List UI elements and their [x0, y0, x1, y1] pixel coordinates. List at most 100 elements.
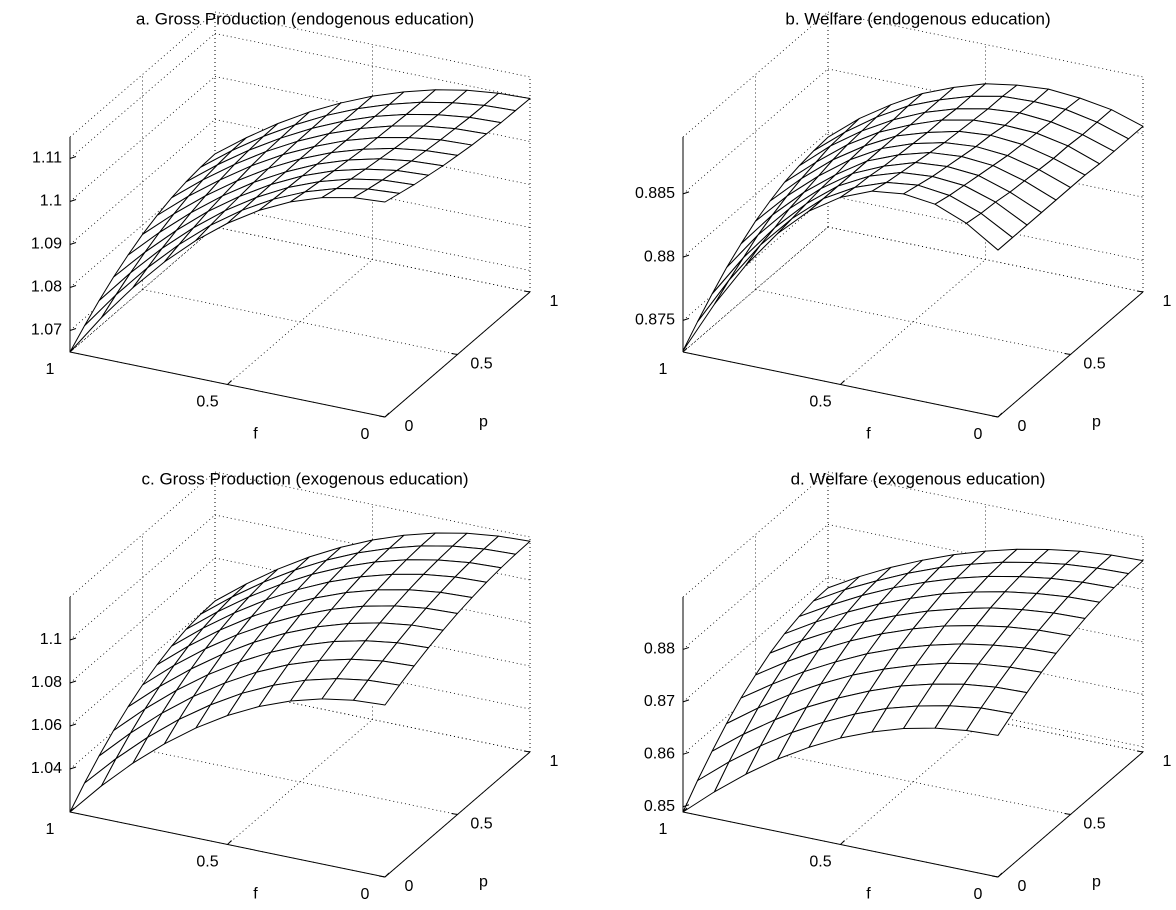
z-tick	[69, 156, 77, 159]
z-tick-label: 1.11	[32, 150, 62, 167]
x-tick	[227, 380, 232, 385]
x-tick	[682, 347, 688, 353]
surface-cell	[966, 707, 1013, 736]
z-tick	[69, 285, 77, 288]
box-edge	[69, 471, 216, 598]
x-axis-label: f	[253, 426, 258, 443]
y-tick-label: 1	[1163, 753, 1172, 770]
box-edge	[827, 11, 1144, 78]
y-tick	[523, 750, 531, 753]
surface-cell	[353, 679, 400, 706]
grid-line	[142, 749, 458, 815]
y-tick	[1064, 353, 1071, 355]
y-tick	[1064, 813, 1071, 815]
grid-line	[682, 195, 829, 321]
y-tick	[451, 353, 458, 355]
grid-line	[214, 205, 531, 271]
y-tick	[1136, 290, 1144, 293]
z-tick	[69, 766, 77, 770]
x-axis-label: f	[866, 426, 871, 443]
chart-title: b. Welfare (endogenous education)	[785, 9, 1050, 28]
z-tick-label: 1.07	[31, 322, 62, 339]
box-edge	[69, 11, 216, 138]
chart-title: c. Gross Production (exogenous education…	[142, 469, 469, 488]
x-tick-label: 0.5	[809, 854, 831, 871]
x-tick	[682, 807, 688, 813]
x-tick	[840, 380, 845, 385]
box-edge	[827, 471, 1144, 538]
z-tick	[682, 317, 690, 321]
x-tick-label: 0	[361, 886, 370, 903]
y-tick	[991, 875, 999, 878]
y-axis-label: p	[1092, 414, 1101, 431]
y-axis-label: p	[479, 874, 488, 891]
x-tick	[227, 840, 232, 845]
y-tick	[991, 415, 999, 418]
x-tick-label: 0.5	[809, 394, 831, 411]
z-tick-label: 0.88	[644, 248, 675, 265]
y-tick-label: 1	[1163, 293, 1172, 310]
x-tick	[997, 412, 1003, 418]
x-tick-label: 1	[659, 821, 668, 838]
z-tick-label: 1.08	[31, 279, 62, 296]
z-tick	[682, 254, 690, 258]
x-tick	[840, 840, 845, 845]
z-tick-label: 0.85	[644, 798, 675, 815]
x-tick-label: 0.5	[196, 854, 218, 871]
z-tick-label: 0.86	[644, 746, 675, 763]
z-tick	[69, 328, 77, 331]
z-tick-label: 0.875	[635, 312, 675, 329]
z-tick	[69, 680, 77, 684]
z-tick	[682, 699, 690, 703]
surface-cell	[84, 272, 131, 327]
z-tick	[682, 804, 690, 808]
y-tick-label: 1	[550, 753, 559, 770]
y-tick-label: 0	[405, 418, 414, 435]
x-tick-label: 0.5	[196, 394, 218, 411]
z-tick	[682, 751, 690, 755]
surface-cell	[711, 234, 759, 295]
grid-line	[755, 749, 1071, 815]
box-edge	[214, 11, 531, 78]
z-tick-label: 1.04	[31, 760, 62, 777]
y-tick-label: 0.5	[1083, 816, 1105, 833]
z-tick	[69, 637, 77, 641]
x-tick-label: 1	[46, 821, 55, 838]
y-tick	[378, 875, 386, 878]
z-tick	[682, 191, 690, 195]
x-tick-label: 0	[974, 886, 983, 903]
z-tick-label: 0.88	[644, 641, 675, 658]
x-tick	[997, 872, 1003, 878]
y-tick-label: 0	[1018, 418, 1027, 435]
grid-line	[142, 289, 458, 355]
z-tick-label: 0.885	[635, 185, 675, 202]
y-tick	[378, 415, 386, 418]
y-tick	[523, 290, 531, 293]
y-tick-label: 0.5	[470, 356, 492, 373]
chart-title: d. Welfare (exogenous education)	[791, 469, 1046, 488]
z-tick	[69, 242, 77, 245]
chart-title: a. Gross Production (endogenous educatio…	[136, 9, 474, 28]
z-tick	[682, 646, 690, 650]
z-tick-label: 0.87	[644, 693, 675, 710]
x-axis-label: f	[253, 886, 258, 903]
y-axis-label: p	[479, 414, 488, 431]
x-tick-label: 1	[659, 361, 668, 378]
box-edge	[682, 471, 829, 598]
x-tick-label: 0	[361, 426, 370, 443]
y-tick-label: 0.5	[470, 816, 492, 833]
grid-line	[214, 33, 531, 99]
z-tick-label: 1.06	[31, 717, 62, 734]
grid-line	[214, 686, 531, 753]
x-tick-label: 1	[46, 361, 55, 378]
x-tick	[384, 412, 390, 418]
grid-line	[214, 226, 531, 293]
box-edge	[682, 11, 829, 138]
y-tick	[1136, 750, 1144, 753]
y-tick-label: 1	[550, 293, 559, 310]
z-tick	[69, 723, 77, 727]
z-tick-label: 1.08	[31, 674, 62, 691]
z-tick-label: 1.1	[40, 193, 62, 210]
